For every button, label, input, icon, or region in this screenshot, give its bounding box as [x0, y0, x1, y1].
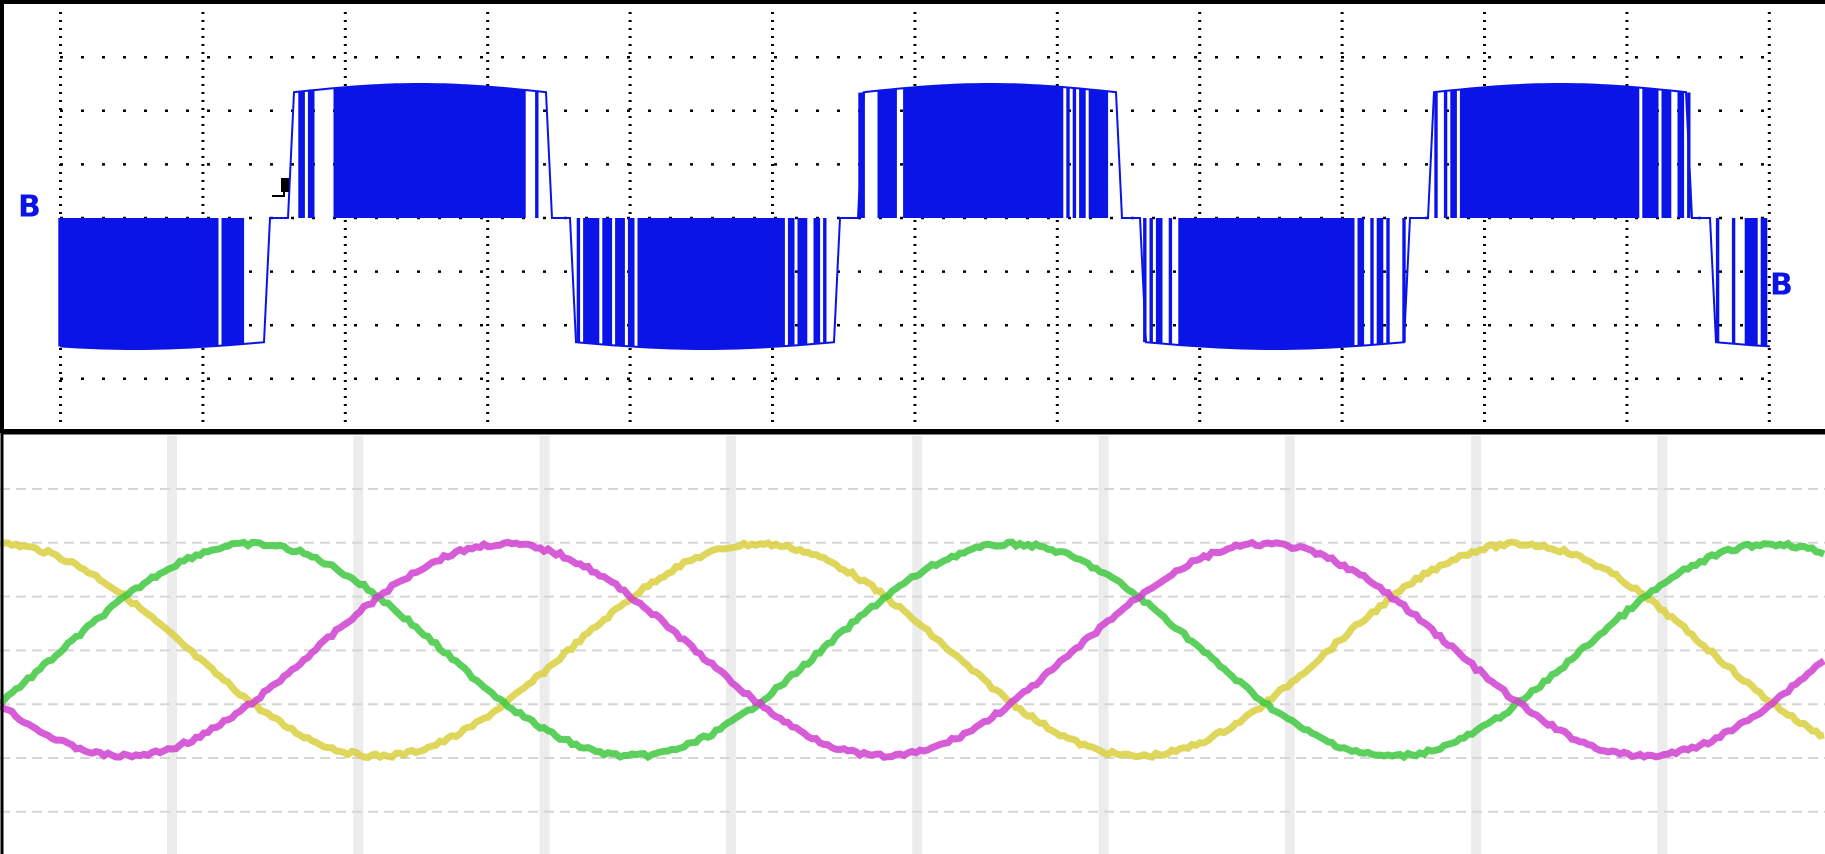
channel-marker: B	[18, 190, 41, 225]
grid-line	[353, 436, 363, 854]
grid-line	[912, 436, 922, 854]
grid-line	[540, 436, 550, 854]
grid-line	[1657, 436, 1667, 854]
grid-line	[1471, 436, 1481, 854]
grid-line	[726, 436, 736, 854]
grid-line	[1285, 436, 1295, 854]
page: B B (() => { const data = JSON.parse(doc…	[0, 0, 1825, 854]
trigger-marker	[281, 178, 289, 192]
grid-line	[1099, 436, 1109, 854]
oscilloscope-screenshots: B B	[0, 0, 1825, 854]
channel-marker: B	[1770, 268, 1793, 303]
grid-line	[167, 436, 177, 854]
